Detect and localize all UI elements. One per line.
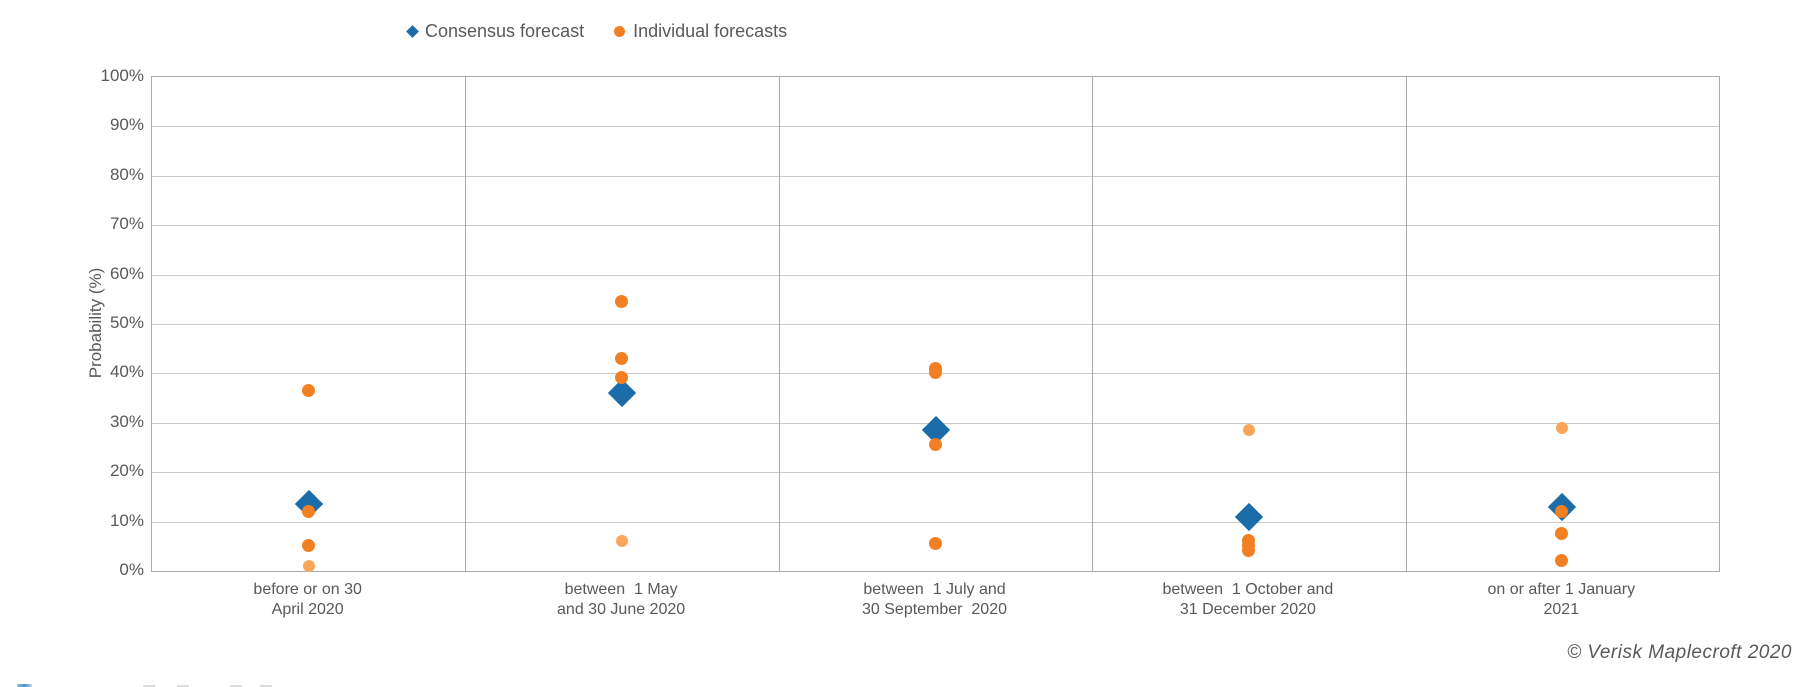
individual-point (615, 371, 629, 385)
plot-area (151, 76, 1720, 573)
y-tick-label: 100% (100, 66, 144, 85)
individual-point (1555, 504, 1569, 518)
legend-label-individual: Individual forecasts (633, 21, 788, 41)
individual-point (1555, 526, 1569, 540)
cropped-gray-mark (177, 685, 189, 687)
circle-marker-icon (614, 26, 626, 37)
cropped-bottom-artifact (0, 682, 400, 687)
gridline-horizontal (152, 225, 1719, 227)
legend-item-individual-forecasts: Individual forecasts (614, 21, 787, 42)
gridline-horizontal (152, 274, 1719, 276)
cropped-gray-mark (230, 685, 242, 687)
y-tick-label: 50% (109, 313, 144, 332)
individual-point (302, 560, 315, 573)
y-tick-label: 60% (109, 263, 144, 283)
chart-legend: Consensus forecast Individual forecasts (406, 21, 787, 42)
copyright-note: © Verisk Maplecroft 2020 (1567, 642, 1792, 663)
legend-label-consensus: Consensus forecast (425, 21, 585, 41)
gridline-horizontal (152, 126, 1719, 128)
gridline-vertical (1405, 77, 1407, 571)
y-tick-label: 20% (109, 461, 144, 481)
y-tick-label: 30% (109, 411, 144, 431)
y-tick-label: 40% (109, 362, 144, 382)
x-category-label: between 1 May and 30 June 2020 (557, 581, 686, 618)
individual-point (928, 438, 942, 451)
gridline-vertical (1092, 77, 1094, 571)
individual-point (1242, 424, 1255, 437)
cropped-gray-mark (143, 685, 155, 687)
individual-point (1555, 554, 1569, 568)
individual-point (301, 539, 315, 553)
gridline-horizontal (152, 175, 1719, 177)
individual-point (1241, 544, 1255, 558)
gridline-vertical (778, 77, 780, 571)
individual-point (301, 504, 315, 518)
individual-point (928, 536, 942, 550)
x-category-label: between 1 July and 30 September 2020 (862, 581, 1007, 618)
individual-point (1556, 421, 1569, 434)
individual-point (301, 383, 315, 397)
cropped-blue-text-top (17, 684, 32, 687)
individual-point (616, 535, 629, 548)
individual-point (615, 294, 629, 308)
individual-point (615, 351, 629, 365)
y-tick-label: 10% (109, 510, 144, 530)
y-tick-label: 0% (119, 560, 144, 579)
gridline-horizontal (152, 521, 1719, 523)
consensus-point (1234, 502, 1264, 531)
y-tick-label: 70% (109, 214, 144, 234)
cropped-gray-mark (260, 685, 272, 687)
diamond-marker-icon (406, 25, 419, 38)
x-category-label: on or after 1 January 2021 (1487, 581, 1636, 618)
legend-item-consensus-forecast: Consensus forecast (406, 21, 585, 42)
gridline-horizontal (152, 324, 1719, 325)
x-category-label: before or on 30 April 2020 (253, 581, 362, 618)
gridline-vertical (465, 77, 467, 571)
y-tick-label: 80% (109, 164, 144, 184)
x-category-label: between 1 October and 31 December 2020 (1162, 581, 1334, 618)
gridline-horizontal (152, 472, 1719, 474)
y-tick-label: 90% (109, 115, 144, 135)
individual-point (928, 366, 942, 380)
